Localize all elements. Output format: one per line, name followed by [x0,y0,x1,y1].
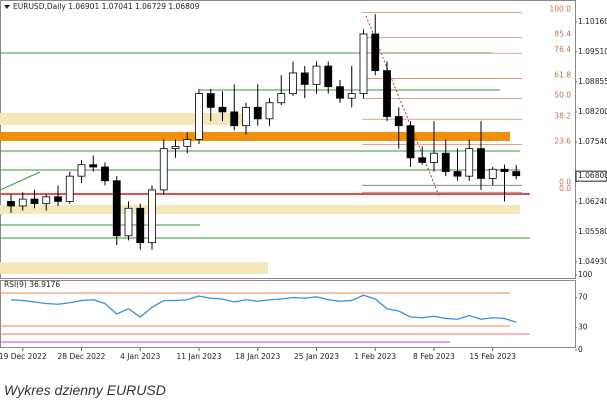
candle-body [195,93,203,140]
candle-body [347,93,356,99]
y-tick-label: 1.08200 [578,107,607,116]
candle-body [77,164,86,177]
candle-body [112,180,121,237]
y-tick-label: 1.08855 [578,77,607,86]
candle-body [512,171,521,177]
candle-body [148,189,156,244]
last-price-label: 1.06800 [578,171,607,180]
x-tick-label: 15 Feb 2023 [469,352,516,361]
candle-body [101,166,109,182]
candle-body [136,207,145,244]
candle-body [289,72,297,94]
fib-label: 85.4 [554,30,571,39]
rsi-tick-label: 30 [578,323,588,332]
chart: EURUSD,Daily 1.06901 1.07041 1.06729 1.0… [0,0,607,361]
candle-body [277,93,286,104]
rsi-pane [0,280,576,348]
candle-body [500,168,509,172]
candle-body [430,152,438,163]
candle-body [477,148,485,179]
candle-body [30,198,39,205]
candle-body [394,116,403,127]
candle-body [206,93,215,108]
y-tick-label: 1.06240 [578,197,607,206]
x-tick-label: 8 Feb 2023 [413,352,455,361]
rsi-tick-label: 0 [578,345,583,354]
candle-body [465,148,474,177]
candle-body [406,125,415,159]
x-tick-label: 19 Dec 2022 [0,352,47,361]
last-price-box [575,170,607,182]
rsi-tick-label: 100 [578,270,593,279]
candle-body [54,196,62,202]
rsi-levels [0,292,530,343]
caption: Wykres dzienny EURUSD [4,382,166,398]
zone [0,262,268,274]
candle-body [65,175,74,202]
x-tick-label: 11 Jan 2023 [177,352,222,361]
fib-label: 76.4 [554,45,571,54]
candle-body [159,148,168,191]
candle-body [359,33,368,94]
y-tick-label: 1.05580 [578,227,607,236]
candle-body [265,102,274,120]
menu-icon [4,5,10,9]
fib-label: 100.0 [550,4,572,13]
candle-body [89,164,98,168]
candle-body [418,157,427,163]
fib-label: 23.6 [554,137,571,146]
trend-line [0,171,41,191]
rsi-tick-label: 70 [578,293,588,302]
candle-body [230,111,239,127]
candle-body [324,65,333,88]
y-tick-label: 1.07540 [578,137,607,146]
candle-body [124,207,133,237]
candle-body [488,168,497,179]
rsi-title: RSI(9) 36.9176 [4,280,60,289]
zone [0,132,510,141]
fib-label: 61.8 [554,70,571,79]
candle-body [18,198,27,207]
candle-body [383,70,391,117]
zone [0,205,520,214]
fib-label: 50.0 [554,91,571,100]
candle-body [171,145,180,150]
x-tick-label: 18 Jan 2023 [235,352,280,361]
candle-body [336,86,344,99]
candle-body [183,139,192,147]
candle-body [242,106,250,127]
y-tick-label: 1.10160 [578,17,607,26]
zone [0,113,250,125]
x-tick-label: 28 Dec 2022 [58,352,106,361]
chart-title: EURUSD,Daily 1.06901 1.07041 1.06729 1.0… [13,2,200,11]
y-tick-label: 1.09510 [578,47,607,56]
fib-label: 0.0 [559,177,571,186]
candle-body [453,171,462,177]
levels [0,52,530,239]
x-tick-label: 25 Jan 2023 [294,352,339,361]
rsi-line [10,294,517,323]
candle-body [371,33,380,72]
y-tick-label: 1.04930 [578,257,607,266]
fib-label: 0.0 [559,184,571,193]
x-tick-label: 4 Jan 2023 [120,352,160,361]
candle-body [300,72,309,85]
candle-body [218,106,227,113]
candle-body [441,152,450,172]
candle-body [253,106,262,120]
candle-body [7,200,15,207]
candle-body [42,196,51,205]
fib-label: 38.2 [554,111,571,120]
candle-body [312,65,321,85]
x-tick-label: 1 Feb 2023 [354,352,396,361]
